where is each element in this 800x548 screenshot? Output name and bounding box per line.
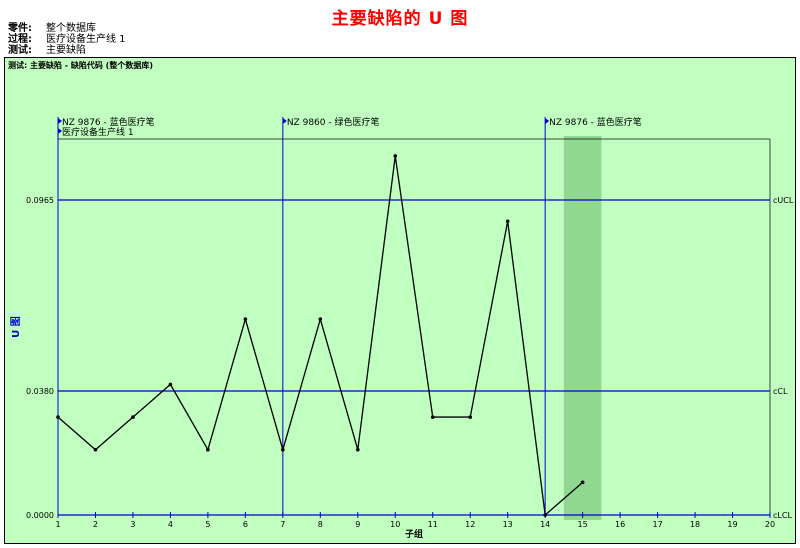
info-key: 零件: — [8, 23, 32, 34]
x-tick-label: 13 — [503, 520, 513, 529]
data-point — [131, 415, 135, 419]
x-tick-label: 5 — [205, 520, 210, 529]
phase-marker-flag-icon — [58, 118, 62, 124]
x-tick-label: 10 — [390, 520, 400, 529]
data-point — [56, 415, 60, 419]
data-point — [468, 415, 473, 419]
y-tick-label: 0.0000 — [26, 511, 54, 520]
y-axis-label: U 图 — [10, 316, 22, 338]
control-line-label: cLCL — [773, 511, 792, 520]
phase-marker-label: NZ 9860 - 绿色医疗笔 — [287, 116, 380, 128]
control-line-label: cUCL — [773, 196, 794, 205]
data-point — [93, 447, 98, 452]
x-tick-label: 3 — [130, 520, 135, 529]
x-tick-label: 16 — [615, 520, 625, 529]
info-key: 测试: — [8, 45, 32, 56]
x-tick-label: 2 — [93, 520, 98, 529]
x-tick-label: 9 — [355, 520, 360, 529]
info-value: 主要缺陷 — [46, 45, 86, 56]
data-point — [168, 382, 173, 387]
phase-marker-label: NZ 9876 - 蓝色医疗笔 — [549, 116, 642, 128]
phase-marker-label: NZ 9876 - 蓝色医疗笔 — [62, 116, 155, 128]
info-value: 整个数据库 — [46, 23, 96, 34]
chart-title: 主要缺陷的 U 图 — [331, 9, 469, 29]
data-point — [430, 415, 435, 419]
phase-marker-flag-icon — [58, 128, 62, 134]
data-point — [281, 447, 285, 452]
y-tick-label: 0.0380 — [26, 387, 54, 396]
info-row-process: 过程: 医疗设备生产线 1 — [8, 34, 126, 45]
panel-test-title: 测试: 主要缺陷 - 缺陷代码 (整个数据库) — [8, 61, 153, 70]
x-tick-label: 6 — [243, 520, 248, 529]
x-tick-label: 18 — [690, 520, 700, 529]
plot-area-border — [57, 138, 771, 516]
highlight-band — [563, 136, 602, 520]
data-point — [393, 154, 398, 158]
info-block: 零件: 整个数据库 过程: 医疗设备生产线 1 测试: 主要缺陷 — [8, 23, 126, 56]
phase-marker-label: 医疗设备生产线 1 — [62, 126, 134, 138]
x-tick-label: 7 — [280, 520, 285, 529]
x-tick-label: 8 — [318, 520, 323, 529]
x-tick-label: 1 — [55, 520, 60, 529]
data-point — [318, 317, 323, 321]
x-tick-label: 17 — [652, 520, 662, 529]
data-point — [206, 447, 210, 452]
data-point — [355, 447, 360, 452]
x-tick-label: 14 — [540, 520, 550, 529]
x-tick-label: 4 — [168, 520, 173, 529]
chart-panel: 测试: 主要缺陷 - 缺陷代码 (整个数据库) — [4, 57, 796, 544]
control-line-label: cCL — [773, 387, 788, 396]
data-point — [243, 317, 248, 321]
data-point — [543, 513, 547, 517]
data-point — [580, 480, 585, 485]
data-point — [505, 219, 510, 224]
y-tick-label: 0.0965 — [26, 196, 54, 205]
x-axis-label: 子组 — [405, 528, 423, 540]
x-tick-label: 20 — [765, 520, 775, 529]
x-tick-label: 15 — [578, 520, 588, 529]
info-value: 医疗设备生产线 1 — [46, 34, 126, 45]
x-tick-label: 19 — [727, 520, 737, 529]
x-tick-label: 11 — [428, 520, 438, 529]
phase-marker-flag-icon — [545, 118, 550, 124]
info-row-part: 零件: 整个数据库 — [8, 23, 126, 34]
phase-marker-flag-icon — [282, 118, 287, 124]
info-row-test: 测试: 主要缺陷 — [8, 45, 126, 56]
series-line — [57, 155, 584, 517]
info-key: 过程: — [8, 34, 32, 45]
x-tick-label: 12 — [465, 520, 475, 529]
